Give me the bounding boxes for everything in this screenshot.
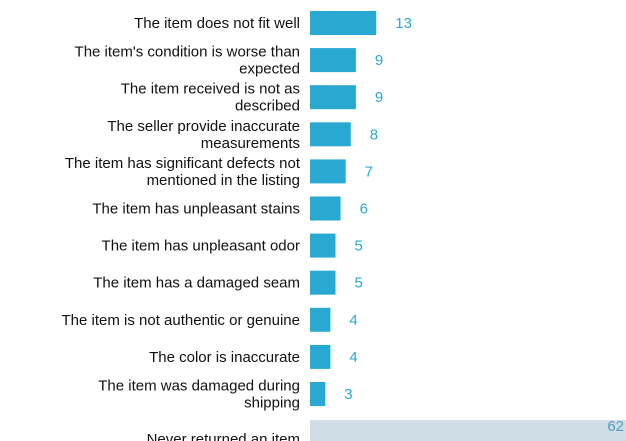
bar-4: [310, 159, 346, 183]
value-label-5: 6: [360, 201, 368, 218]
bar-5: [310, 197, 341, 221]
value-label-1: 9: [375, 52, 383, 69]
bar-10: [310, 382, 325, 406]
category-label-line: The seller provide inaccurate: [107, 118, 300, 135]
category-label-line: The item has unpleasant stains: [92, 201, 300, 218]
category-label-8: The item is not authentic or genuine: [62, 312, 300, 329]
category-label-line: The item's condition is worse than: [75, 44, 300, 61]
category-label-line: The item is not authentic or genuine: [62, 312, 300, 329]
bar-8: [310, 308, 330, 332]
value-label-4: 7: [365, 163, 373, 180]
value-label-3: 8: [370, 126, 378, 143]
bar-1: [310, 48, 356, 72]
category-label-2: The item received is not as described: [121, 81, 300, 115]
category-label-3: The seller provide inaccurate measurement…: [107, 118, 300, 152]
category-label-7: The item has a damaged seam: [93, 275, 300, 292]
category-label-11: Never returned an item: [147, 431, 300, 441]
value-label-6: 5: [354, 238, 362, 255]
category-label-line: expected: [239, 61, 300, 78]
value-label-2: 9: [375, 89, 383, 106]
bar-2: [310, 85, 356, 109]
value-label-9: 4: [349, 349, 357, 366]
category-label-line: shipping: [244, 395, 300, 412]
category-label-line: mentioned in the listing: [147, 172, 300, 189]
category-label-line: The item received is not as: [121, 81, 300, 98]
value-label-7: 5: [354, 275, 362, 292]
value-label-10: 3: [344, 386, 352, 403]
bar-7: [310, 271, 335, 295]
bar-0: [310, 11, 376, 35]
bar-9: [310, 345, 330, 369]
category-label-line: The item was damaged during: [98, 378, 300, 395]
category-label-line: The item has significant defects not: [65, 155, 301, 172]
category-label-line: measurements: [201, 135, 300, 152]
bar-6: [310, 234, 335, 258]
value-label-11: 62: [607, 418, 624, 435]
bar-3: [310, 122, 351, 146]
category-label-line: The item does not fit well: [134, 15, 300, 32]
value-label-8: 4: [349, 312, 357, 329]
category-label-10: The item was damaged during shipping: [98, 378, 300, 412]
category-label-line: The item has a damaged seam: [93, 275, 300, 292]
category-label-6: The item has unpleasant odor: [102, 238, 300, 255]
category-label-line: Never returned an item: [147, 431, 300, 441]
category-label-5: The item has unpleasant stains: [92, 201, 300, 218]
category-label-4: The item has significant defects not ment…: [65, 155, 301, 189]
category-label-line: described: [235, 98, 300, 115]
category-label-0: The item does not fit well: [134, 15, 300, 32]
category-label-line: The item has unpleasant odor: [102, 238, 300, 255]
category-label-9: The color is inaccurate: [149, 349, 300, 366]
category-label-line: The color is inaccurate: [149, 349, 300, 366]
category-label-1: The item's condition is worse than expect…: [75, 44, 300, 78]
value-label-0: 13: [395, 15, 412, 32]
bar-11: [310, 420, 626, 441]
